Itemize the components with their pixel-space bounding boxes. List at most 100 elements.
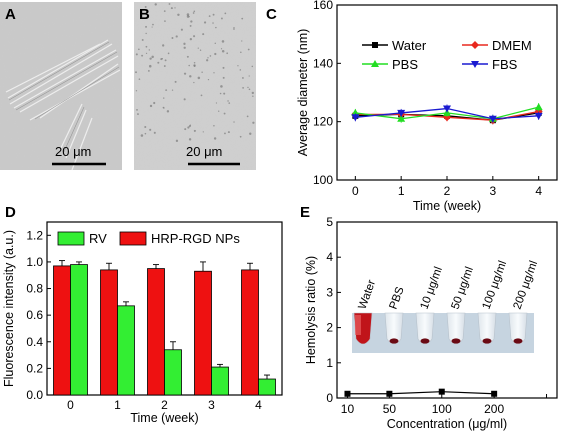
data-point (351, 114, 360, 122)
particle-dot (135, 53, 138, 56)
data-point (534, 103, 543, 111)
legend-marker (371, 60, 379, 67)
y-tick-label: 1.0 (26, 255, 43, 269)
particle-dot (148, 49, 150, 51)
tube-pellet (420, 338, 430, 344)
particle-dot (137, 48, 140, 51)
particle-dot (151, 26, 153, 28)
bar (70, 264, 88, 396)
particle-dot (145, 25, 147, 28)
particle-dot (189, 75, 192, 78)
particle-dot (241, 40, 243, 42)
particle-dot (186, 55, 189, 58)
inset-photo (352, 313, 534, 353)
bar (53, 265, 71, 396)
particle-dot (149, 128, 152, 131)
tube (477, 312, 497, 345)
x-tick-label: 3 (208, 398, 215, 412)
x-tick-label: 100 (432, 402, 452, 416)
particle-dot (220, 48, 223, 50)
particle-dot (154, 3, 157, 6)
particle-dot (239, 69, 242, 71)
x-tick-label: 2 (161, 398, 168, 412)
legend-label: RV (89, 231, 107, 246)
particle-dot (164, 20, 166, 22)
particle-dot (220, 85, 223, 88)
particle-dot (249, 132, 252, 135)
particle-dot (186, 15, 190, 18)
particle-dot (252, 95, 254, 97)
particle-dot (239, 135, 242, 138)
particle-dot (219, 92, 222, 95)
legend-marker (471, 41, 479, 49)
y-tick-label: 0.8 (26, 282, 43, 296)
y-tick-label: 4 (326, 250, 333, 264)
y-tick-label: 0.4 (26, 335, 43, 349)
legend-marker (471, 61, 479, 68)
tube-pellet (451, 338, 461, 344)
particle-dot (214, 42, 217, 45)
particle-dot (248, 75, 250, 77)
data-point (491, 390, 498, 397)
bar (258, 378, 276, 396)
particle-dot (175, 139, 179, 143)
data-point (488, 115, 497, 123)
particle-dot (141, 54, 144, 57)
particle-dot (157, 61, 160, 64)
particle-dot (248, 88, 251, 91)
particle-dot (174, 80, 177, 83)
particle-dot (162, 106, 165, 109)
bar (164, 349, 182, 396)
data-point (386, 390, 393, 397)
bar (211, 366, 229, 396)
particle-dot (222, 76, 225, 79)
particle-dot (224, 12, 227, 15)
particle-dot (190, 20, 193, 23)
particle-dot (209, 55, 212, 57)
particle-dot (138, 78, 141, 80)
legend-label: Water (392, 38, 427, 53)
panel-a-scalebar-label: 20 μm (55, 144, 91, 159)
particle-dot (137, 113, 139, 115)
particle-dot (186, 13, 190, 16)
particle-dot (252, 121, 255, 124)
particle-dot (145, 45, 148, 48)
particle-dot (171, 37, 174, 39)
data-point (438, 388, 445, 395)
particle-dot (145, 52, 148, 55)
x-tick-label: 1 (114, 398, 121, 412)
particle-dot (147, 70, 150, 72)
y-tick-label: 1.2 (26, 228, 43, 242)
particle-dot (247, 48, 250, 51)
particle-dot (233, 121, 235, 123)
data-point (351, 108, 360, 116)
particle-dot (203, 21, 207, 24)
particle-dot (207, 79, 210, 81)
panel-c-letter: C (266, 6, 277, 23)
legend-label: DMEM (492, 38, 532, 53)
particle-dot (193, 35, 196, 38)
x-tick-label: 4 (255, 398, 262, 412)
panel-b: B 20 μm (134, 2, 256, 170)
particle-dot (213, 137, 217, 140)
particle-dot (200, 94, 203, 97)
y-axis-label: Fluorescence intensity (a.u.) (2, 230, 16, 387)
tube-pellet (389, 338, 399, 344)
legend-label: HRP-RGD NPs (151, 231, 240, 246)
particle-dot (193, 129, 196, 132)
particle-dot (199, 49, 202, 51)
panel-a-letter: A (5, 6, 16, 23)
particle-dot (227, 100, 229, 102)
particle-dot (189, 38, 193, 41)
particle-dot (193, 61, 196, 64)
particle-dot (166, 110, 170, 113)
tube-highlight (355, 315, 361, 335)
particle-dot (152, 23, 154, 26)
tube (384, 312, 404, 345)
y-tick-label: 2 (326, 321, 333, 335)
bar (194, 270, 212, 396)
x-axis-label: Time (week) (413, 199, 481, 213)
particle-dot (227, 131, 230, 134)
